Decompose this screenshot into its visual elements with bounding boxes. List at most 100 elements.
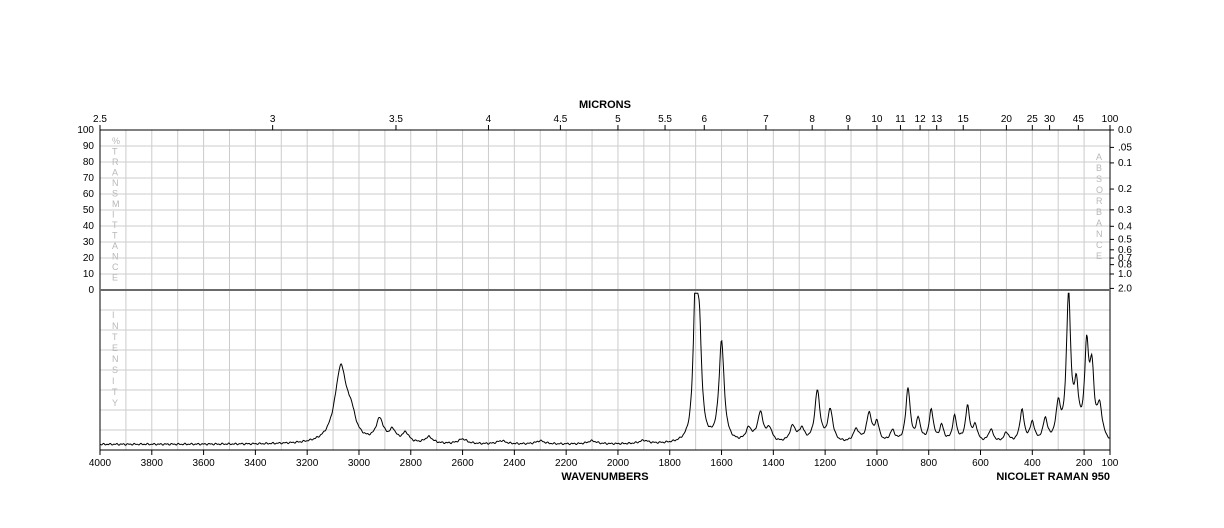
svg-text:25: 25 xyxy=(1027,114,1039,125)
svg-text:10: 10 xyxy=(871,114,883,125)
top-axis: MICRONS2.533.544.555.5678910111213152025… xyxy=(93,99,1119,130)
svg-text:0.2: 0.2 xyxy=(1118,184,1132,195)
bottom-axis: 4000 3800 3600 3400 3200 3000 2800 2600 2400 2200… xyxy=(89,450,1119,483)
raman-spectrum-trace xyxy=(100,293,1110,445)
svg-text:9: 9 xyxy=(845,114,851,125)
svg-text:N: N xyxy=(1096,229,1103,239)
svg-text:1600: 1600 xyxy=(710,458,733,469)
svg-text:O: O xyxy=(1096,185,1103,195)
svg-text:100: 100 xyxy=(77,125,94,136)
svg-text:0.4: 0.4 xyxy=(1118,221,1132,232)
wavenumbers-title: WAVENUMBERS xyxy=(561,471,648,483)
svg-text:0: 0 xyxy=(88,285,94,296)
svg-text:N: N xyxy=(112,354,119,364)
svg-text:S: S xyxy=(112,189,118,199)
svg-text:T: T xyxy=(112,332,118,342)
svg-text:0.3: 0.3 xyxy=(1118,205,1132,216)
svg-text:10: 10 xyxy=(83,269,95,280)
svg-text:30: 30 xyxy=(83,237,95,248)
svg-text:I: I xyxy=(112,310,115,320)
svg-text:1000: 1000 xyxy=(866,458,889,469)
svg-text:N: N xyxy=(112,252,119,262)
svg-text:12: 12 xyxy=(915,114,927,125)
svg-text:B: B xyxy=(1096,207,1102,217)
svg-text:200: 200 xyxy=(1076,458,1093,469)
svg-text:A: A xyxy=(1096,218,1102,228)
svg-text:2800: 2800 xyxy=(400,458,423,469)
svg-text:3.5: 3.5 xyxy=(389,114,403,125)
svg-text:%: % xyxy=(112,136,120,146)
svg-text:20: 20 xyxy=(1001,114,1013,125)
svg-text:A: A xyxy=(112,241,118,251)
svg-text:45: 45 xyxy=(1073,114,1085,125)
svg-text:4: 4 xyxy=(486,114,492,125)
svg-text:50: 50 xyxy=(83,205,95,216)
svg-text:I: I xyxy=(112,210,115,220)
svg-text:0.0: 0.0 xyxy=(1118,125,1132,136)
svg-text:3600: 3600 xyxy=(192,458,215,469)
svg-text:T: T xyxy=(112,220,118,230)
svg-text:70: 70 xyxy=(83,173,95,184)
svg-text:11: 11 xyxy=(895,114,906,125)
left-axis-intensity: INTENSITY xyxy=(112,310,119,408)
svg-text:E: E xyxy=(1096,251,1102,261)
svg-text:1.0: 1.0 xyxy=(1118,269,1132,280)
svg-text:A: A xyxy=(1096,152,1102,162)
svg-text:0.5: 0.5 xyxy=(1118,234,1132,245)
svg-text:2.5: 2.5 xyxy=(93,114,107,125)
svg-text:A: A xyxy=(112,168,118,178)
svg-text:800: 800 xyxy=(920,458,937,469)
svg-text:T: T xyxy=(112,147,118,157)
right-axis-absorbance: 0.0.050.10.20.30.40.50.60.70.81.02.0ABSO… xyxy=(1096,125,1132,294)
svg-text:100: 100 xyxy=(1102,114,1119,125)
svg-text:8: 8 xyxy=(809,114,815,125)
svg-text:C: C xyxy=(1096,240,1103,250)
svg-text:400: 400 xyxy=(1024,458,1041,469)
svg-text:60: 60 xyxy=(83,189,95,200)
svg-text:R: R xyxy=(1096,196,1103,206)
svg-text:R: R xyxy=(112,157,119,167)
svg-text:13: 13 xyxy=(931,114,943,125)
svg-text:90: 90 xyxy=(83,141,95,152)
svg-text:2600: 2600 xyxy=(451,458,474,469)
svg-text:7: 7 xyxy=(763,114,769,125)
svg-text:3800: 3800 xyxy=(141,458,164,469)
svg-text:S: S xyxy=(1096,174,1102,184)
svg-text:80: 80 xyxy=(83,157,95,168)
svg-text:C: C xyxy=(112,262,119,272)
svg-text:3400: 3400 xyxy=(244,458,267,469)
svg-text:600: 600 xyxy=(972,458,989,469)
svg-text:M: M xyxy=(112,199,120,209)
svg-text:2200: 2200 xyxy=(555,458,578,469)
svg-text:2400: 2400 xyxy=(503,458,526,469)
svg-text:Y: Y xyxy=(112,398,118,408)
svg-text:2000: 2000 xyxy=(607,458,630,469)
svg-text:1400: 1400 xyxy=(762,458,785,469)
svg-text:2.0: 2.0 xyxy=(1118,283,1132,294)
svg-text:1200: 1200 xyxy=(814,458,837,469)
svg-text:4000: 4000 xyxy=(89,458,112,469)
svg-text:T: T xyxy=(112,387,118,397)
svg-text:B: B xyxy=(1096,163,1102,173)
instrument-label: NICOLET RAMAN 950 xyxy=(996,471,1110,483)
svg-text:3200: 3200 xyxy=(296,458,319,469)
svg-text:0.1: 0.1 xyxy=(1118,158,1132,169)
svg-text:S: S xyxy=(112,365,118,375)
svg-text:40: 40 xyxy=(83,221,95,232)
svg-text:5: 5 xyxy=(615,114,621,125)
svg-text:30: 30 xyxy=(1044,114,1056,125)
svg-text:.05: .05 xyxy=(1118,142,1132,153)
svg-text:5.5: 5.5 xyxy=(658,114,672,125)
spectrum-chart: MICRONS2.533.544.555.5678910111213152025… xyxy=(0,0,1224,528)
svg-text:N: N xyxy=(112,178,119,188)
svg-text:3000: 3000 xyxy=(348,458,371,469)
svg-text:15: 15 xyxy=(958,114,970,125)
svg-text:3: 3 xyxy=(270,114,276,125)
svg-text:E: E xyxy=(112,273,118,283)
left-axis-transmittance: 0102030405060708090100%TRANSMITTANCE xyxy=(77,125,120,296)
svg-text:T: T xyxy=(112,231,118,241)
svg-text:N: N xyxy=(112,321,119,331)
svg-text:4.5: 4.5 xyxy=(553,114,567,125)
svg-text:100: 100 xyxy=(1102,458,1119,469)
svg-text:20: 20 xyxy=(83,253,95,264)
